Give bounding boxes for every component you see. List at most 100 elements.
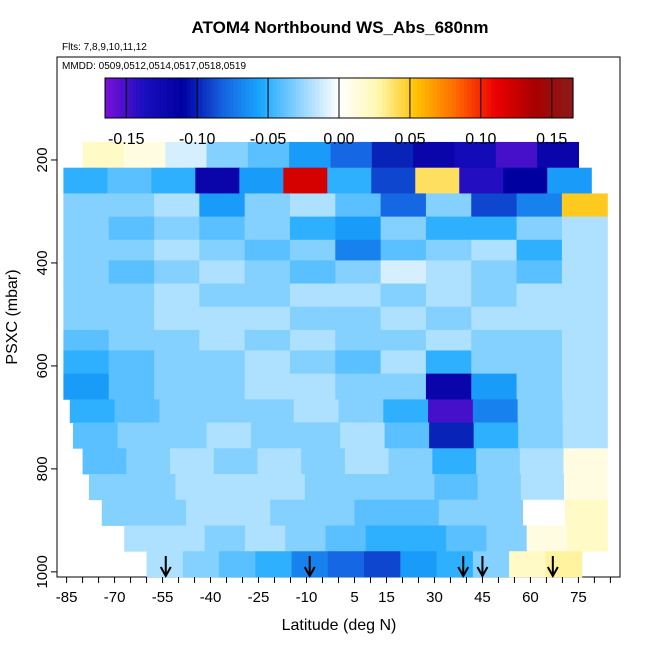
colorbar-tick-label: 0.10 — [465, 131, 496, 148]
heat-cell-7-7 — [380, 306, 427, 331]
heat-cell-1-0 — [63, 167, 108, 194]
heat-cell-9-8 — [425, 350, 472, 375]
heat-cell-10-0 — [63, 373, 110, 400]
colorbar-swatch — [541, 78, 547, 118]
colorbar-swatch — [506, 78, 512, 118]
heat-cell-12-2 — [162, 422, 208, 449]
x-tick-label: 60 — [522, 589, 539, 606]
heat-cell-4-4 — [244, 239, 291, 261]
heat-cell-2-8 — [425, 193, 472, 218]
colorbar-swatch — [565, 78, 570, 118]
heat-cell-9-2 — [154, 350, 200, 375]
colorbar-swatch — [518, 78, 523, 118]
heat-cell-5-9 — [471, 260, 518, 284]
colorbar-swatch — [249, 78, 254, 118]
colorbar-swatch — [198, 78, 204, 118]
heat-cell-8-10 — [516, 329, 563, 351]
heat-cell-16-9 — [486, 525, 528, 552]
heat-cell-4-8 — [425, 239, 472, 261]
x-tick-label: -10 — [296, 589, 318, 606]
heat-cell-10-1 — [108, 373, 155, 400]
colorbar-swatch — [323, 78, 328, 118]
heat-cell-2-5 — [289, 193, 336, 218]
heat-cell-0-4 — [247, 141, 290, 169]
arrow-head — [303, 566, 316, 579]
colorbar-swatch — [401, 78, 406, 118]
colorbar-swatch — [475, 78, 480, 118]
heat-cell-6-5 — [289, 283, 336, 308]
heat-cell-14-3 — [218, 474, 263, 501]
down-arrow-icon — [159, 556, 172, 579]
colorbar-swatch — [163, 78, 168, 118]
heat-cell-1-10 — [503, 167, 548, 194]
heat-cell-13-6 — [344, 448, 390, 475]
colorbar-swatch — [155, 78, 161, 118]
colorbar-swatch — [225, 78, 231, 118]
heat-cell-4-3 — [199, 239, 246, 261]
heat-cell-10-3 — [199, 373, 246, 400]
colorbar-swatch — [319, 78, 324, 118]
colorbar-swatch — [463, 78, 469, 118]
colorbar-swatch — [175, 78, 180, 118]
colorbar-swatch — [545, 78, 551, 118]
heat-cell-7-5 — [289, 306, 336, 331]
colorbar-swatch — [167, 78, 172, 118]
heat-cell-2-3 — [199, 193, 246, 218]
heat-cell-16-0 — [124, 525, 166, 552]
heat-cell-8-11 — [561, 329, 608, 351]
x-tick-label: 30 — [426, 589, 443, 606]
colorbar-swatch — [448, 78, 453, 118]
heat-cell-15-1 — [143, 499, 187, 526]
x-axis-label: Latitude (deg N) — [282, 617, 397, 634]
x-tick-label: 5 — [350, 589, 358, 606]
heat-cell-6-3 — [199, 283, 246, 308]
heat-cell-12-3 — [206, 422, 252, 449]
colorbar-swatch — [136, 78, 141, 118]
heat-cell-6-7 — [380, 283, 427, 308]
heat-cell-10-5 — [289, 373, 336, 400]
colorbar-swatch — [272, 78, 278, 118]
heat-cell-8-8 — [425, 329, 472, 351]
heat-cell-17-10 — [509, 551, 546, 578]
heat-cell-11-9 — [472, 399, 519, 423]
heat-cell-2-1 — [108, 193, 155, 218]
heat-cell-17-1 — [182, 551, 220, 578]
x-tick-label: -55 — [152, 589, 174, 606]
heat-cell-0-1 — [123, 141, 166, 169]
heat-cell-8-7 — [380, 329, 427, 351]
heat-cell-8-1 — [108, 329, 155, 351]
heat-cell-13-10 — [519, 448, 565, 475]
heat-cell-14-9 — [477, 474, 522, 501]
colorbar-swatch — [522, 78, 527, 118]
heat-cell-8-9 — [471, 329, 518, 351]
colorbar-swatch — [284, 78, 289, 118]
colorbar-swatch — [374, 78, 379, 118]
colorbar-swatch — [362, 78, 367, 118]
colorbar-swatch — [140, 78, 145, 118]
colorbar-swatch — [159, 78, 165, 118]
heat-cell-7-0 — [63, 306, 110, 331]
heat-cell-4-7 — [380, 239, 427, 261]
heat-cell-10-2 — [154, 373, 200, 400]
colorbar-swatch — [417, 78, 422, 118]
heat-cell-9-4 — [244, 350, 291, 375]
colorbar-swatch — [530, 78, 535, 118]
down-arrow-icon — [457, 556, 470, 579]
heat-cell-16-8 — [446, 525, 488, 552]
heat-cell-3-4 — [244, 216, 291, 241]
heat-cell-9-1 — [108, 350, 155, 375]
colorbar-swatch — [467, 78, 473, 118]
colorbar-swatch — [331, 78, 336, 118]
heat-cell-6-4 — [244, 283, 291, 308]
heat-cell-11-2 — [159, 399, 205, 423]
heat-cell-15-8 — [438, 499, 482, 526]
colorbar-swatch — [440, 78, 445, 118]
heat-cell-16-11 — [566, 525, 608, 552]
colorbar-swatch — [206, 78, 211, 118]
heat-cell-17-7 — [400, 551, 438, 578]
heat-cell-5-5 — [289, 260, 336, 284]
heat-cell-8-5 — [289, 329, 336, 351]
colorbar-swatch — [241, 78, 246, 118]
y-tick-label: 400 — [34, 250, 51, 275]
colorbar-swatch — [510, 78, 516, 118]
